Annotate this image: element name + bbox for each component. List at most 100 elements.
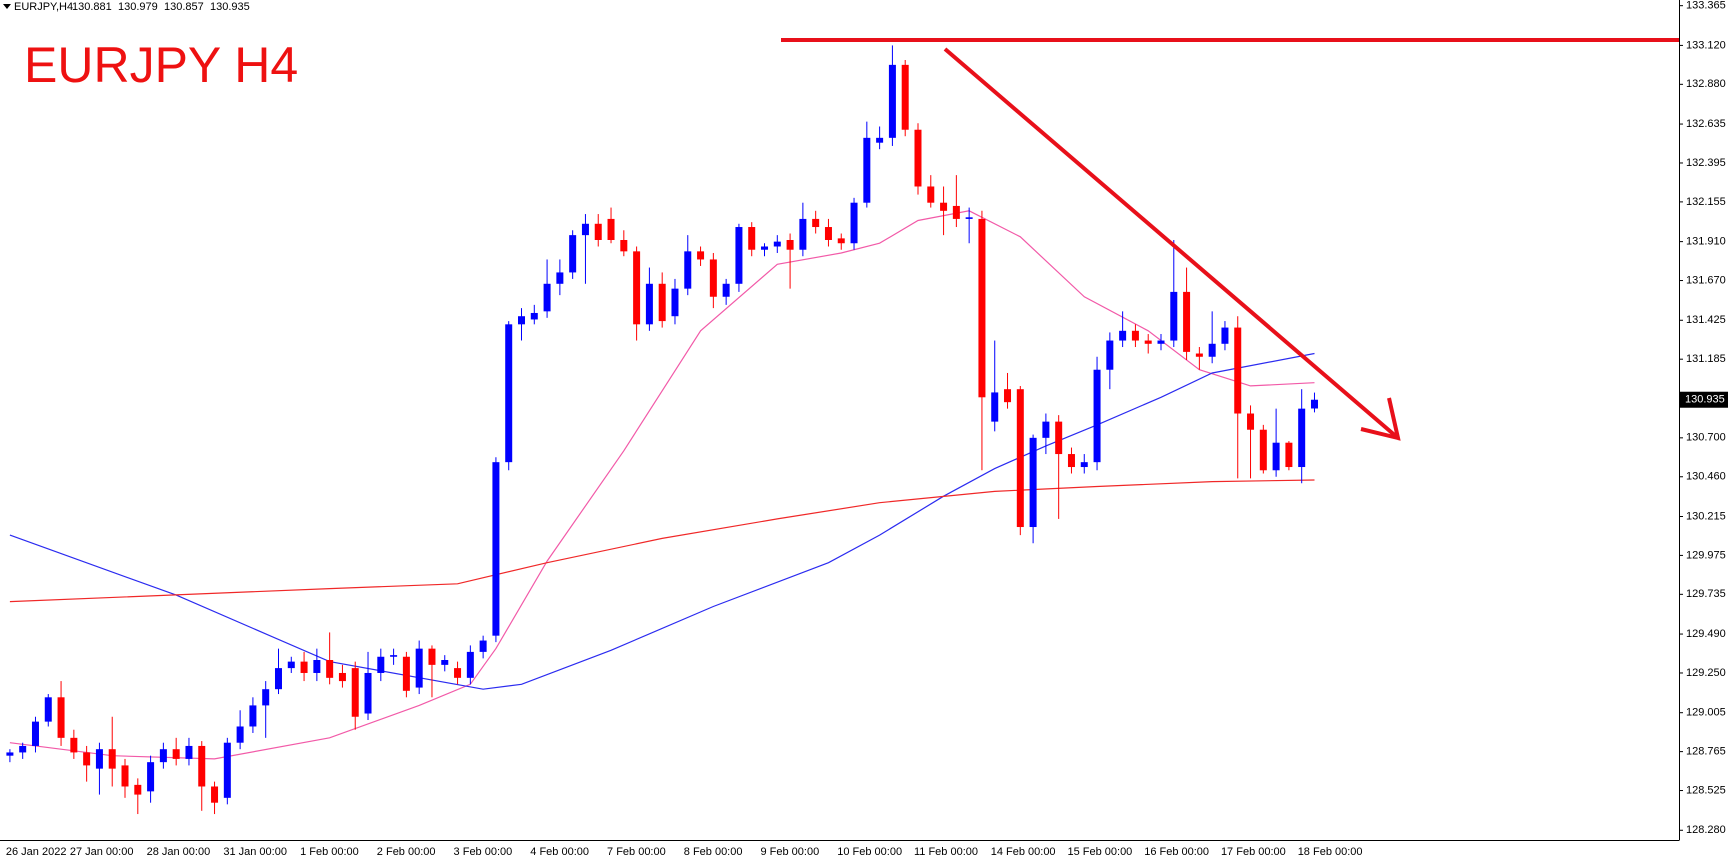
candle-body [633, 251, 641, 325]
candle-body [735, 227, 743, 284]
candle-body [952, 205, 960, 219]
candle-body [70, 737, 78, 753]
candle-body [313, 660, 321, 673]
y-tick-label: 132.395 [1686, 157, 1726, 169]
candle-body [415, 648, 423, 688]
y-tick-label: 129.005 [1686, 707, 1726, 719]
menu-triangle[interactable] [3, 4, 11, 9]
candle-body [1234, 327, 1242, 414]
candle-body [428, 648, 436, 665]
x-tick-label: 9 Feb 00:00 [761, 846, 820, 858]
candle-body [402, 656, 410, 691]
candle-body [837, 238, 845, 244]
candle-body [1259, 429, 1267, 471]
symbol-label: EURJPY,H4 [14, 1, 73, 13]
y-tick-label: 133.365 [1686, 0, 1726, 12]
candle-body [249, 705, 257, 727]
candle-body [658, 283, 666, 322]
candle-body [441, 660, 449, 665]
candle-body [1298, 408, 1306, 468]
candle-body [799, 218, 807, 250]
candle-body [95, 749, 103, 769]
candle-body [364, 672, 372, 714]
candle-body [351, 668, 359, 717]
candle-body [556, 272, 564, 284]
candle-body [1016, 389, 1024, 528]
candle-body [211, 786, 219, 803]
x-tick-label: 1 Feb 00:00 [300, 846, 359, 858]
candle-body [1247, 413, 1255, 430]
y-tick-label: 129.490 [1686, 628, 1726, 640]
candle-body [722, 283, 730, 297]
last-price-box [1680, 391, 1728, 408]
candle-body [991, 392, 999, 422]
candle-body [31, 721, 39, 746]
candle-body [44, 697, 52, 722]
candle-body [1029, 437, 1037, 528]
candle-body [185, 745, 193, 759]
x-tick-label: 27 Jan 00:00 [70, 846, 134, 858]
x-tick-label: 3 Feb 00:00 [454, 846, 513, 858]
candle-body [748, 227, 756, 250]
trend-arrowhead [1360, 397, 1401, 441]
moving-average [9, 210, 1315, 760]
quote-value: 130.881 [72, 1, 112, 13]
quote-value: 130.857 [164, 1, 204, 13]
quote-value: 130.979 [118, 1, 158, 13]
y-tick-label: 131.670 [1686, 274, 1726, 286]
y-tick-label: 130.700 [1686, 432, 1726, 444]
candle-body [940, 202, 948, 211]
candle-body [1042, 421, 1050, 438]
candle-body [262, 689, 270, 706]
candle-body [172, 749, 180, 759]
candle-body [1195, 353, 1203, 357]
x-tick-label: 31 Jan 00:00 [223, 846, 287, 858]
trend-line [943, 47, 1400, 440]
x-tick-label: 16 Feb 00:00 [1144, 846, 1209, 858]
candle-body [645, 283, 653, 325]
candle-body [901, 64, 909, 130]
x-tick-label: 7 Feb 00:00 [607, 846, 666, 858]
candle-body [147, 762, 155, 792]
y-tick-label: 128.525 [1686, 784, 1726, 796]
x-tick-label: 18 Feb 00:00 [1298, 846, 1363, 858]
y-tick-label: 129.250 [1686, 667, 1726, 679]
candle-body [236, 726, 244, 743]
candle-body [377, 656, 385, 673]
y-tick-label: 131.910 [1686, 236, 1726, 248]
candle-body [83, 752, 91, 766]
x-tick-label: 2 Feb 00:00 [377, 846, 436, 858]
x-tick-label: 10 Feb 00:00 [837, 846, 902, 858]
candle-body [121, 765, 129, 787]
y-tick-label: 132.155 [1686, 196, 1726, 208]
candle-body [287, 661, 295, 669]
candle-body [1272, 442, 1280, 471]
candle-body [581, 223, 589, 236]
chart-title: EURJPY H4 [24, 37, 298, 93]
candle-body [466, 651, 474, 678]
candle-body [274, 668, 282, 690]
candle-body [1183, 291, 1191, 352]
candle-body [965, 217, 973, 219]
candle-body [1208, 343, 1216, 357]
x-tick-label: 28 Jan 00:00 [147, 846, 211, 858]
candle-body [914, 129, 922, 187]
candle-body [1170, 291, 1178, 341]
candle-body [108, 749, 116, 769]
candle-body [786, 240, 794, 250]
y-tick-label: 129.735 [1686, 588, 1726, 600]
candle-body [454, 668, 462, 678]
candle-body [390, 655, 398, 657]
candle-body [134, 784, 142, 795]
moving-average [9, 479, 1315, 603]
candle-body [709, 259, 717, 297]
y-tick-label: 132.880 [1686, 78, 1726, 90]
candle-body [697, 251, 705, 260]
candle-body [812, 218, 820, 228]
candle-body [19, 745, 27, 753]
candle-body [300, 661, 308, 673]
candle-body [569, 235, 577, 273]
candle-body [1144, 340, 1152, 344]
